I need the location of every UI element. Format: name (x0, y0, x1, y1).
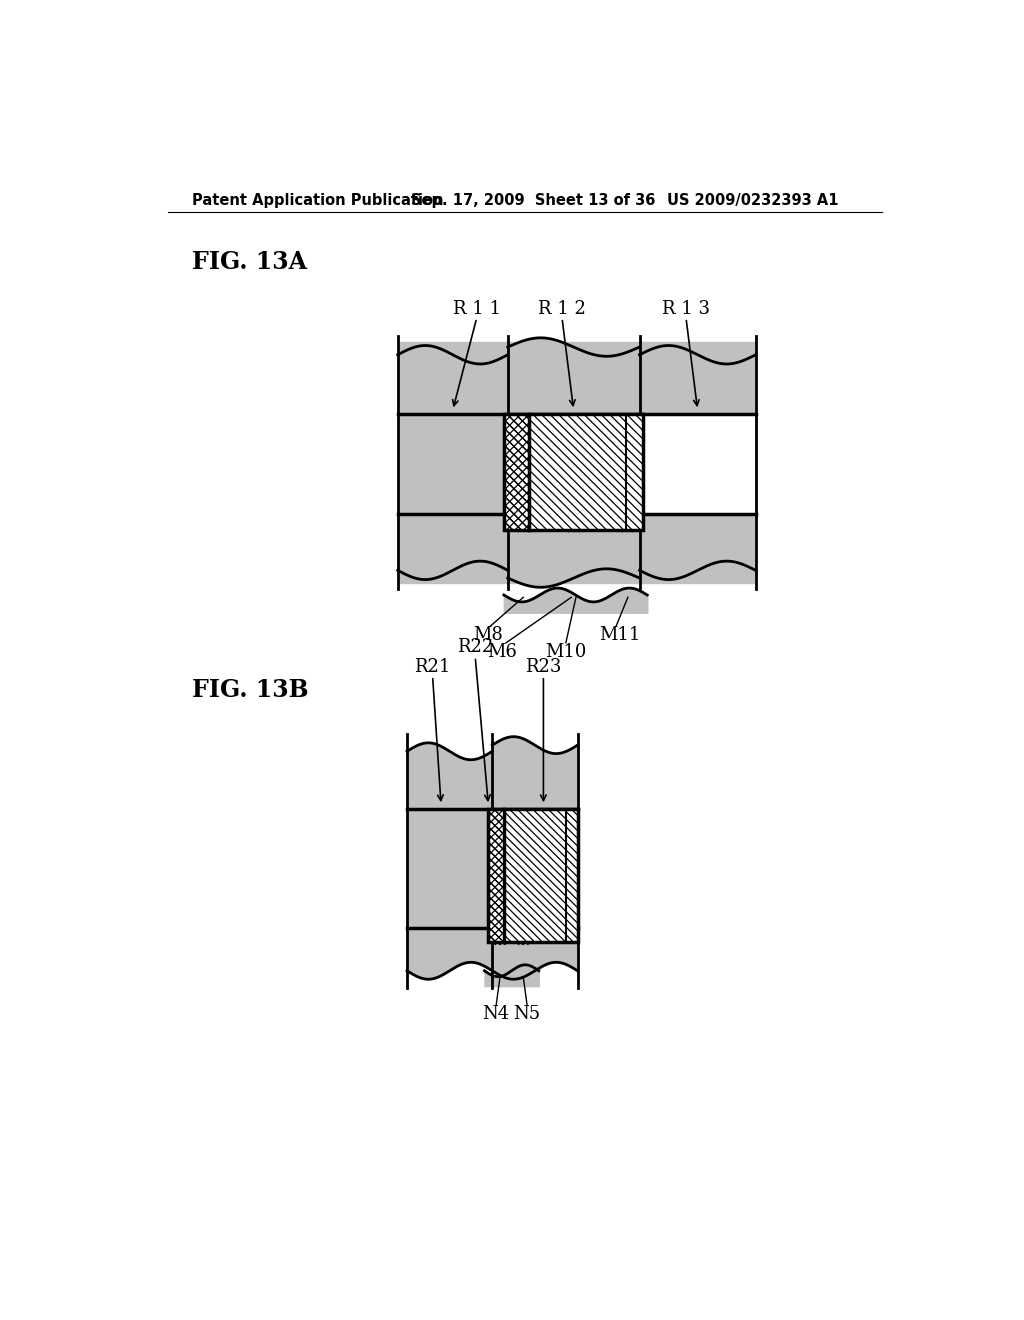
Text: R 1 3: R 1 3 (662, 300, 710, 318)
Text: Patent Application Publication: Patent Application Publication (193, 193, 443, 209)
Text: M6: M6 (487, 643, 517, 661)
Text: R21: R21 (415, 657, 451, 676)
Text: N4: N4 (482, 1006, 510, 1023)
Text: N5: N5 (514, 1006, 541, 1023)
Text: M8: M8 (473, 626, 504, 644)
Text: R 1 1: R 1 1 (453, 300, 501, 318)
Text: R22: R22 (457, 639, 494, 656)
Text: FIG. 13B: FIG. 13B (193, 677, 309, 702)
Text: FIG. 13A: FIG. 13A (193, 251, 307, 275)
Text: R23: R23 (525, 657, 561, 676)
Text: M10: M10 (545, 643, 587, 661)
Bar (504, 414, 643, 529)
Text: Sep. 17, 2009  Sheet 13 of 36: Sep. 17, 2009 Sheet 13 of 36 (411, 193, 655, 209)
Text: M11: M11 (599, 626, 641, 644)
Bar (488, 809, 578, 942)
Text: R 1 2: R 1 2 (538, 300, 586, 318)
Bar (504, 414, 643, 529)
Bar (488, 809, 578, 942)
Text: US 2009/0232393 A1: US 2009/0232393 A1 (667, 193, 838, 209)
